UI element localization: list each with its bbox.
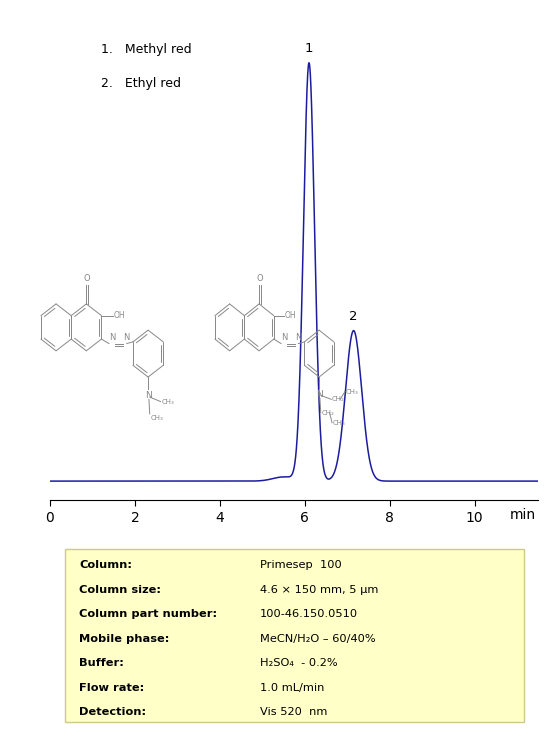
Text: N: N [316,390,322,399]
Text: min: min [510,508,536,522]
Text: OH: OH [285,311,297,320]
Text: N: N [123,333,130,342]
Text: OH: OH [114,311,125,320]
FancyBboxPatch shape [64,548,524,722]
Text: CH₃: CH₃ [162,399,174,405]
Text: Detection:: Detection: [79,708,147,717]
Text: 4.6 × 150 mm, 5 μm: 4.6 × 150 mm, 5 μm [260,585,379,595]
Text: 1: 1 [305,42,313,55]
Text: Primesep  100: Primesep 100 [260,560,342,571]
Text: O: O [257,275,264,283]
Text: N: N [109,333,115,342]
Text: 2.   Ethyl red: 2. Ethyl red [101,77,181,90]
Text: MeCN/H₂O – 60/40%: MeCN/H₂O – 60/40% [260,634,376,644]
Text: Column part number:: Column part number: [79,609,218,619]
Text: CH₂: CH₂ [332,397,345,403]
Text: Buffer:: Buffer: [79,658,124,668]
Text: CH₂: CH₂ [321,410,335,416]
Text: Column:: Column: [79,560,132,571]
Text: N: N [145,391,152,400]
Text: 1.0 mL/min: 1.0 mL/min [260,683,324,693]
Text: N: N [281,333,288,342]
Text: CH₃: CH₃ [150,415,163,421]
Text: N: N [295,333,301,342]
Text: 1.   Methyl red: 1. Methyl red [101,43,192,56]
Text: Mobile phase:: Mobile phase: [79,634,170,644]
Text: Column size:: Column size: [79,585,162,595]
Text: 100-46.150.0510: 100-46.150.0510 [260,609,358,619]
Text: CH₃: CH₃ [333,420,346,426]
Text: CH₃: CH₃ [346,388,359,394]
Text: Vis 520  nm: Vis 520 nm [260,708,327,717]
Text: H₂SO₄  - 0.2%: H₂SO₄ - 0.2% [260,658,337,668]
Text: 2: 2 [349,310,358,323]
Text: O: O [83,275,90,283]
Text: Flow rate:: Flow rate: [79,683,144,693]
